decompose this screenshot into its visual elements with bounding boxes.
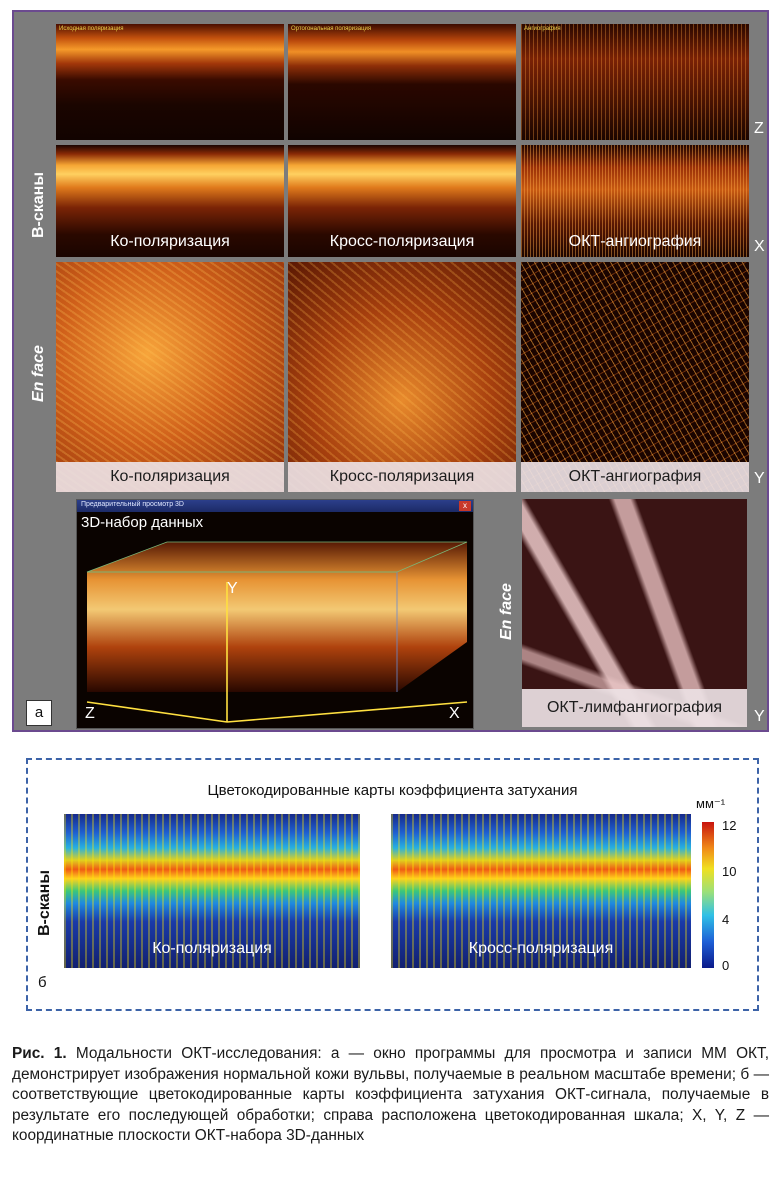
panel-b-title: Цветокодированные карты коэффициента зат… — [207, 782, 578, 799]
heat-caption-copol: Ко-поляризация — [152, 940, 272, 957]
colorbar-tick-0: 0 — [722, 958, 730, 973]
axis-x-mid: X — [754, 238, 765, 255]
row-label-bscans-b: В-сканы — [36, 869, 53, 936]
colorbar-tick-12: 12 — [722, 818, 737, 833]
bscan-caption-crosspol: Кросс-поляризация — [329, 233, 475, 250]
axis-y-lymph: Y — [754, 708, 765, 725]
bscan-angio: ОКТ-ангиография — [521, 145, 749, 257]
caption-text: Модальности ОКТ-исследования: а — окно п… — [12, 1045, 769, 1145]
attenuation-map-copol: Ко-поляризация — [64, 814, 360, 968]
axis-z-3d: Z — [85, 705, 95, 722]
colorbar — [702, 822, 714, 968]
bscan-copol: Ко-поляризация — [56, 145, 284, 257]
enface-lymph: ОКТ-лимфангиография — [522, 499, 747, 727]
top-caption-3: Ангиография — [524, 26, 561, 32]
axis-z-top: Z — [754, 120, 764, 137]
close-button[interactable]: x — [459, 501, 471, 511]
panel-a: Исходная поляризация Ортогональная поляр… — [12, 10, 769, 732]
row-label-bscans: В-сканы — [30, 171, 47, 238]
bscan-top-angio: Ангиография — [521, 24, 749, 140]
axis-x-3d: X — [449, 705, 460, 722]
caption-lead: Рис. 1. — [12, 1045, 67, 1062]
window-title: Предварительный просмотр 3D — [81, 501, 184, 508]
dataset-label: 3D-набор данных — [81, 514, 204, 531]
axis-y-enface: Y — [754, 470, 765, 487]
row-label-enface: En face — [30, 345, 47, 402]
enface-crosspol: Кросс-поляризация — [288, 262, 516, 492]
bscan-crosspol: Кросс-поляризация — [288, 145, 516, 257]
enface-caption-angio: ОКТ-ангиография — [521, 462, 749, 492]
panel-letter-a: а — [26, 700, 52, 726]
bscan-top-copol: Исходная поляризация — [56, 24, 284, 140]
axis-z-line — [86, 701, 228, 723]
panel-b: Цветокодированные карты коэффициента зат… — [26, 758, 759, 1011]
bscan-caption-copol: Ко-поляризация — [110, 233, 230, 250]
volume-body — [87, 542, 467, 692]
top-caption-2: Ортогональная поляризация — [291, 26, 372, 32]
row-label-enface-lymph: En face — [498, 583, 515, 640]
colorbar-tick-4: 4 — [722, 912, 730, 927]
window-titlebar[interactable]: Предварительный просмотр 3D x — [77, 500, 473, 512]
heat-caption-crosspol: Кросс-поляризация — [468, 940, 614, 957]
axis-x-line — [226, 701, 468, 723]
figure-caption: Рис. 1. Модальности ОКТ-исследования: а … — [12, 1044, 769, 1147]
bscan-top-crosspol: Ортогональная поляризация — [288, 24, 516, 140]
volume-3d-render[interactable] — [77, 512, 473, 728]
lymph-caption: ОКТ-лимфангиография — [522, 689, 747, 727]
colorbar-tick-10: 10 — [722, 864, 737, 879]
enface-caption-copol: Ко-поляризация — [56, 462, 284, 492]
attenuation-map-crosspol: Кросс-поляризация — [391, 814, 691, 968]
top-caption-1: Исходная поляризация — [59, 26, 124, 32]
enface-copol: Ко-поляризация — [56, 262, 284, 492]
bscan-caption-angio: ОКТ-ангиография — [568, 233, 702, 250]
enface-caption-crosspol: Кросс-поляризация — [288, 462, 516, 492]
colorbar-unit: мм⁻¹ — [696, 796, 726, 811]
preview-3d-window[interactable]: Предварительный просмотр 3D x 3D-набор д… — [76, 499, 474, 729]
axis-y-3d: Y — [227, 580, 238, 597]
panel-letter-b: б — [38, 974, 47, 991]
enface-angio: ОКТ-ангиография — [521, 262, 749, 492]
